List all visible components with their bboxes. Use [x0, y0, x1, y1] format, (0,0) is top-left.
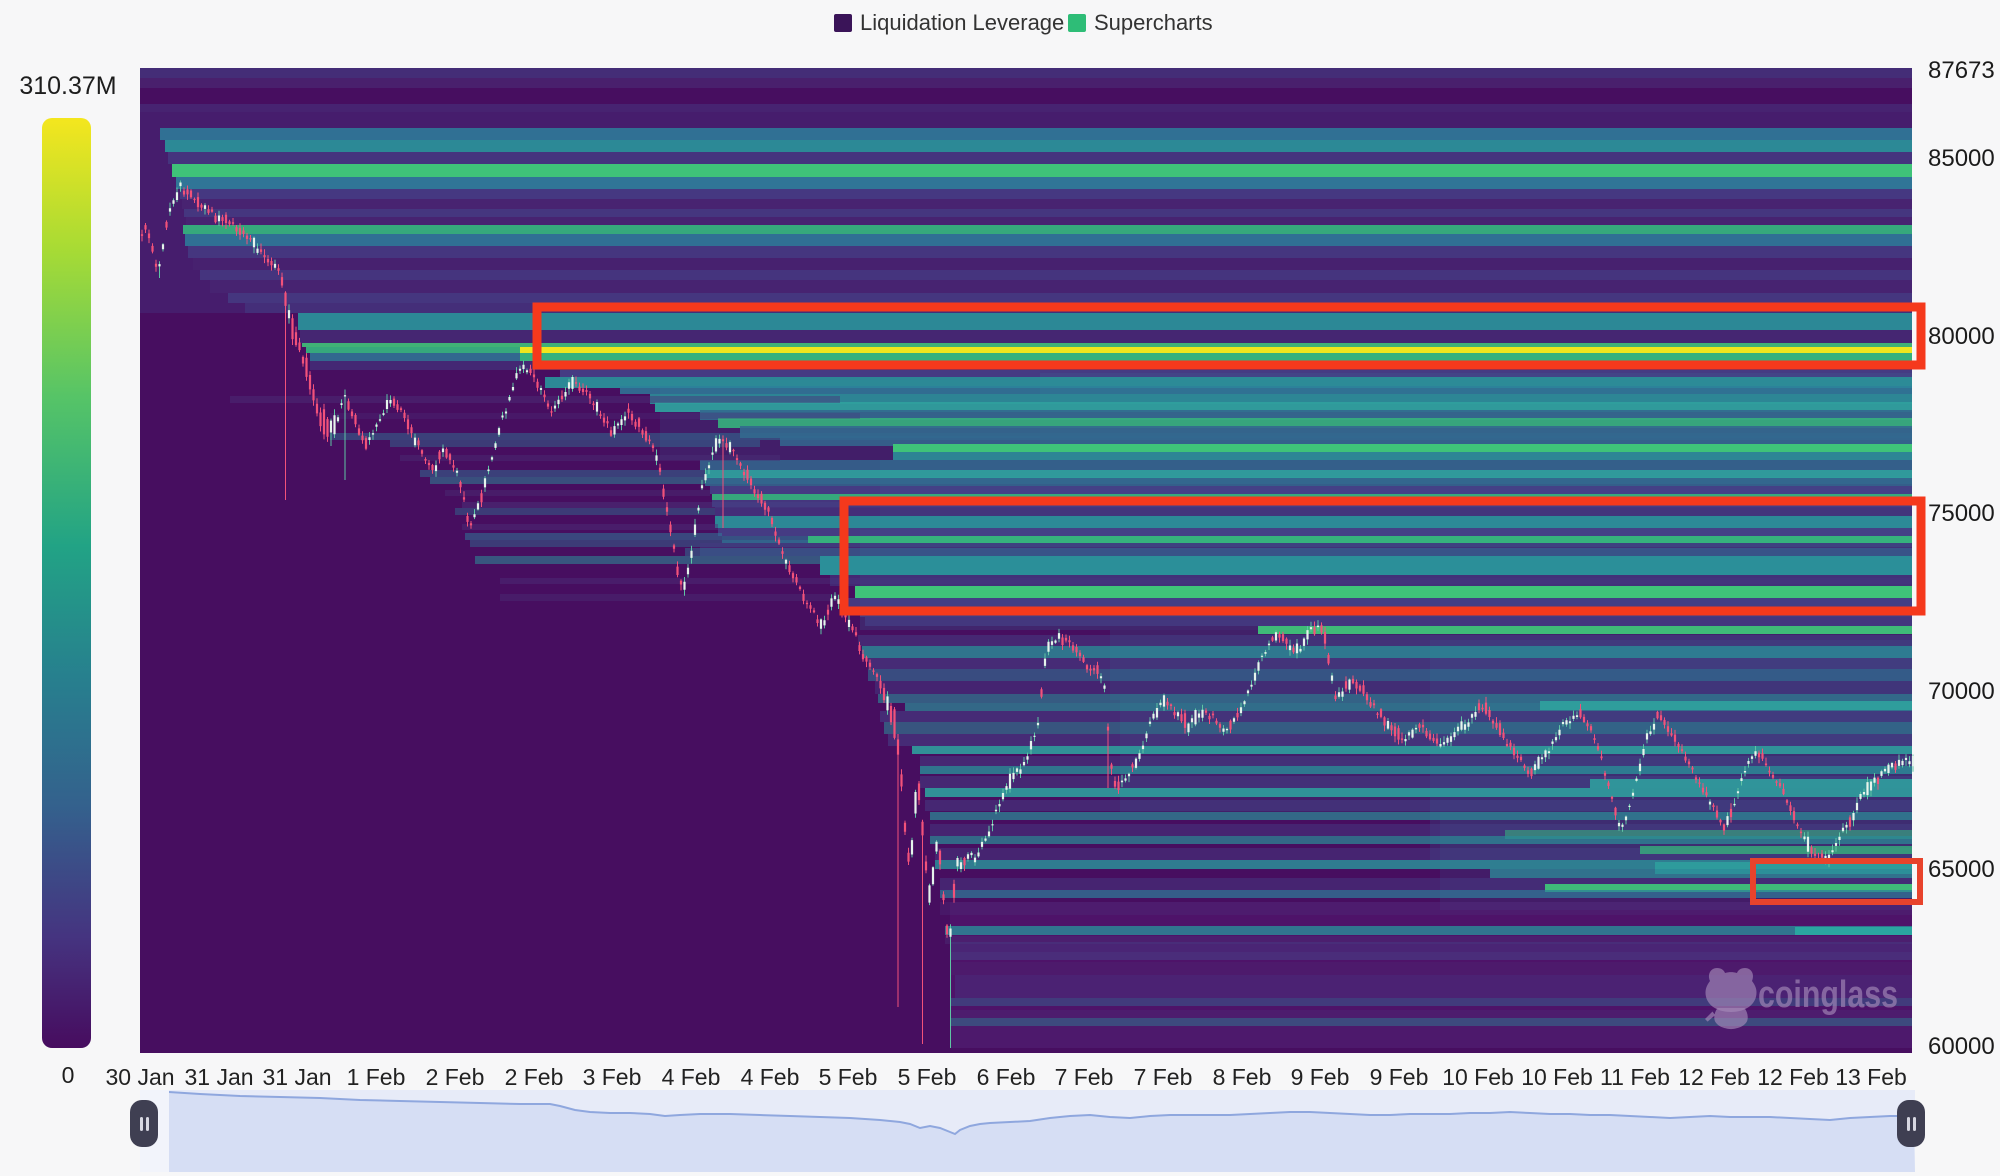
svg-text:Liquidation Leverage: Liquidation Leverage [860, 10, 1064, 35]
svg-text:coinglass: coinglass [1758, 974, 1898, 1016]
svg-text:9 Feb: 9 Feb [1291, 1064, 1350, 1090]
svg-text:7 Feb: 7 Feb [1055, 1064, 1114, 1090]
svg-text:70000: 70000 [1928, 678, 1995, 705]
svg-text:3 Feb: 3 Feb [583, 1064, 642, 1090]
svg-text:4 Feb: 4 Feb [662, 1064, 721, 1090]
svg-text:12 Feb: 12 Feb [1757, 1064, 1829, 1090]
svg-text:31 Jan: 31 Jan [262, 1064, 331, 1090]
svg-text:11 Feb: 11 Feb [1600, 1064, 1670, 1090]
svg-text:10 Feb: 10 Feb [1521, 1064, 1593, 1090]
svg-text:4 Feb: 4 Feb [741, 1064, 800, 1090]
svg-text:12 Feb: 12 Feb [1678, 1064, 1750, 1090]
svg-text:8 Feb: 8 Feb [1213, 1064, 1272, 1090]
svg-text:10 Feb: 10 Feb [1442, 1064, 1514, 1090]
svg-text:85000: 85000 [1928, 145, 1995, 172]
svg-text:60000: 60000 [1928, 1033, 1995, 1060]
svg-text:310.37M: 310.37M [19, 72, 116, 100]
svg-text:2 Feb: 2 Feb [505, 1064, 564, 1090]
svg-text:Supercharts: Supercharts [1094, 10, 1213, 35]
svg-text:75000: 75000 [1928, 500, 1995, 527]
svg-text:31 Jan: 31 Jan [184, 1064, 253, 1090]
svg-text:9 Feb: 9 Feb [1370, 1064, 1429, 1090]
svg-text:7 Feb: 7 Feb [1134, 1064, 1193, 1090]
svg-text:1 Feb: 1 Feb [347, 1064, 406, 1090]
svg-text:5 Feb: 5 Feb [898, 1064, 957, 1090]
svg-text:5 Feb: 5 Feb [819, 1064, 878, 1090]
svg-text:87673: 87673 [1928, 57, 1995, 84]
svg-text:13 Feb: 13 Feb [1835, 1064, 1907, 1090]
svg-text:30 Jan: 30 Jan [105, 1064, 174, 1090]
svg-text:2 Feb: 2 Feb [426, 1064, 485, 1090]
svg-text:6 Feb: 6 Feb [977, 1064, 1036, 1090]
svg-text:80000: 80000 [1928, 323, 1995, 350]
svg-text:0: 0 [62, 1062, 75, 1088]
svg-text:65000: 65000 [1928, 856, 1995, 883]
